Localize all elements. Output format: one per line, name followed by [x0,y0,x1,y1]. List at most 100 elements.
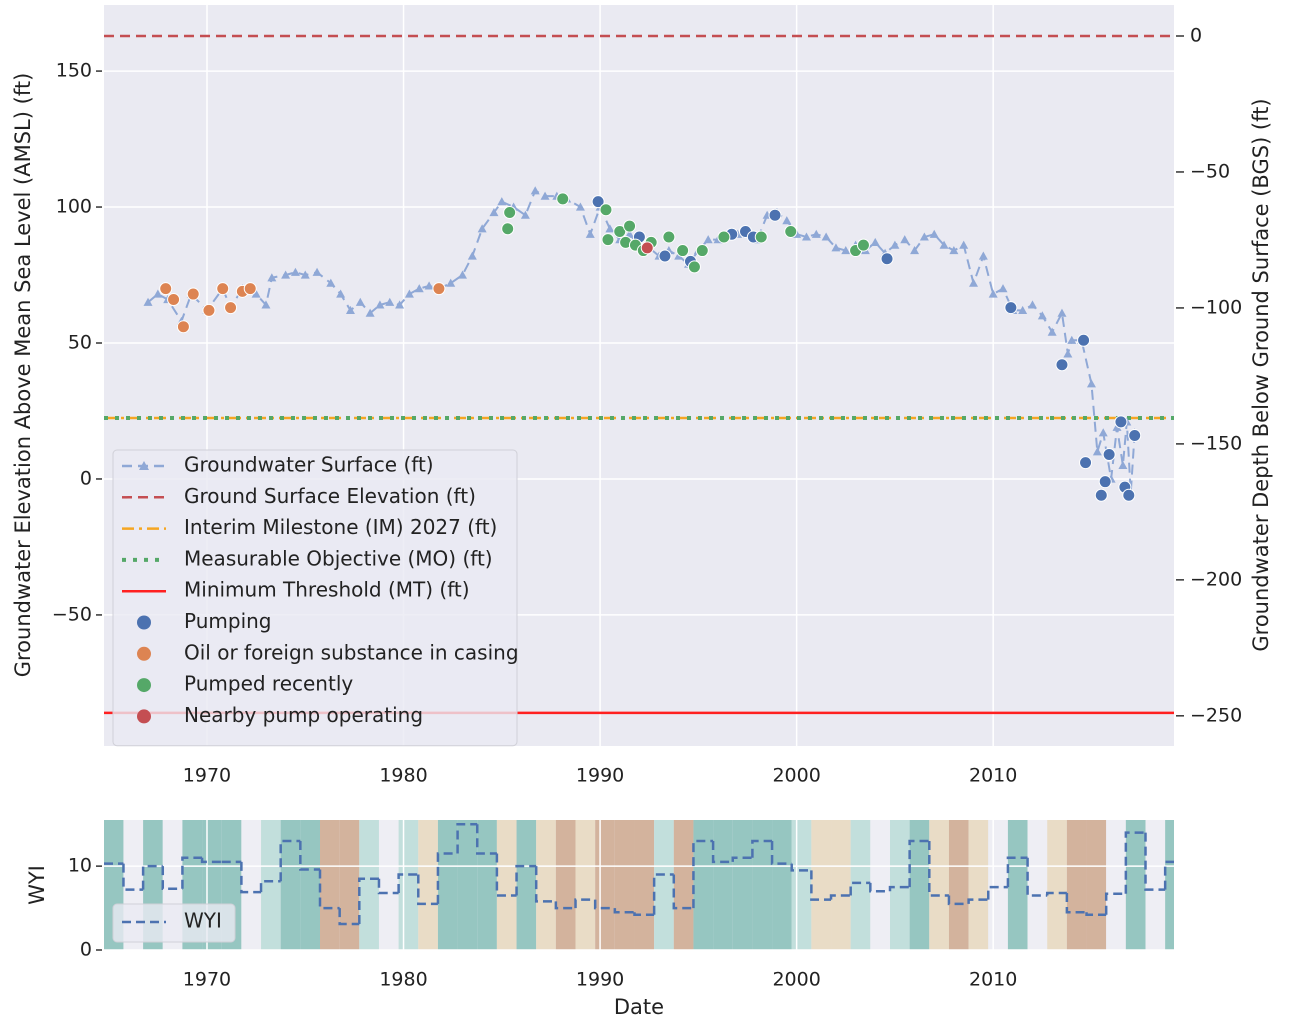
wyi-step [338,908,360,926]
groundwater-marker [1037,311,1047,320]
groundwater-marker [801,232,811,241]
groundwater-marker [585,229,595,238]
wyi-step [731,856,753,862]
x-tick-label: 2010 [969,765,1017,787]
y2-tick-label: −150 [1190,432,1242,454]
wyi-step [829,894,851,900]
wyi-step [810,870,832,901]
groundwater-marker [782,216,792,225]
wyi-step [417,874,438,906]
groundwater-marker [811,229,821,238]
groundwater-marker [910,246,920,255]
groundwater-marker [404,289,414,298]
groundwater-marker [1063,349,1073,358]
year-type-band [457,820,478,950]
x-tick-label: 1990 [576,765,624,787]
year-type-band [614,820,635,950]
observation-point [503,205,517,219]
groundwater-marker [267,273,277,282]
observation-point [1122,488,1136,502]
groundwater-marker [919,232,929,241]
year-type-band [398,820,419,950]
groundwater-marker [1086,379,1096,388]
wyi-step [1026,857,1048,897]
groundwater-marker [890,240,900,249]
y-tick-label: 150 [56,60,92,82]
y-tick-label: 100 [56,196,92,218]
groundwater-marker [625,229,635,238]
y-tick-label: 50 [68,332,92,354]
wyi-step [1045,891,1067,896]
year-type-band [1125,820,1146,950]
groundwater-marker [395,300,405,309]
year-type-band [1047,820,1067,950]
legend-symbol [137,646,151,661]
observation-point [662,230,676,244]
observation-point [687,260,701,274]
groundwater-marker [497,197,507,206]
year-type-band [280,820,301,950]
groundwater-marker [1018,305,1028,314]
wyi-step [181,856,203,889]
groundwater-marker [841,246,851,255]
groundwater-marker [959,240,969,249]
observation-point [601,233,615,247]
wyi-step [672,874,694,910]
year-type-band [693,820,714,950]
wyi-step [869,882,890,893]
groundwater-marker [290,267,300,276]
wyi-step [200,857,222,864]
legend-box [112,449,518,747]
legend-label: Oil or foreign substance in casing [184,640,519,664]
wyi-step [574,898,596,909]
groundwater-marker [336,289,346,298]
wyi-step [1006,856,1028,888]
year-type-band [359,820,379,950]
observation-point [591,195,605,209]
wyi-step [436,852,458,904]
wyi-step [456,822,478,854]
wyi-step [1104,892,1126,915]
year-type-band [634,820,655,950]
year-type-band [654,820,674,950]
wyi-step [692,839,714,909]
wyi-step [770,840,792,865]
observation-point [202,303,216,317]
wyi-step [1163,860,1174,890]
year-type-band [772,820,792,950]
wyi-step [633,912,655,917]
groundwater-marker [375,300,385,309]
year-type-band [988,820,1008,950]
groundwater-marker [251,289,261,298]
groundwater-marker [153,289,163,298]
year-type-band [555,820,576,950]
groundwater-marker [477,224,487,233]
wyi-step [1085,912,1107,917]
legend-label: Minimum Threshold (MT) (ft) [184,578,470,602]
groundwater-marker [414,284,424,293]
wyi-step [1124,831,1146,894]
wyi-step [475,824,497,855]
observation-point [501,222,515,236]
year-type-band [889,820,910,950]
year-type-band [496,820,517,950]
groundwater-marker [446,278,456,287]
x-tick-label: 1970 [183,969,231,991]
year-type-band [732,820,753,950]
wyi-step [240,861,262,894]
wyi-step [613,908,635,914]
wyi-step [593,899,615,910]
wyi-step [122,863,144,891]
year-type-band [1007,820,1028,950]
x-axis-label: Date [614,995,664,1019]
legend-label: Ground Surface Elevation (ft) [184,484,476,508]
observation-point [754,230,768,244]
year-type-band [1066,820,1087,950]
observation-point [216,282,230,296]
year-type-band [850,820,871,950]
observation-point [1114,415,1128,429]
observation-point [658,249,672,263]
legend-symbol [137,615,151,630]
wyi-step [141,864,163,890]
wyi-step [711,840,733,864]
